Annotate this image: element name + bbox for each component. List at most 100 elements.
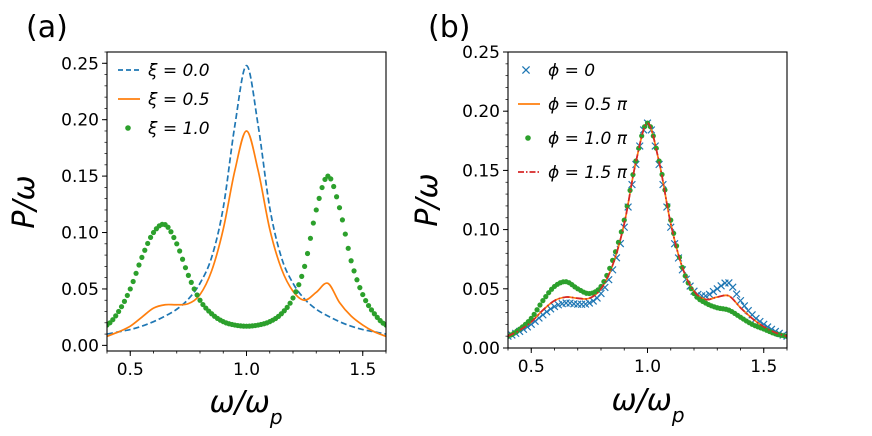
a-xtick-label-0: 0.5 [117,360,144,380]
b-series-0-point-59 [732,290,741,298]
a-series-2-point-73 [316,195,322,201]
b-series-0-point-54 [713,284,722,293]
a-series-2-point-15 [147,234,154,240]
a-legend-label-1: ξ = 0.5 [147,90,210,110]
a-series-2-point-9 [130,278,136,285]
a-series-2-point-33 [200,301,206,308]
b-ytick-label-5: 0.25 [462,43,500,63]
b-xtick-label-2: 1.5 [750,357,777,377]
a-series-2-point-23 [171,234,177,241]
a-series-2-point-79 [333,194,340,200]
a-series-2-point-92 [371,311,377,317]
a-ytick-label-3: 0.15 [61,167,99,187]
a-series-2-point-90 [365,302,372,309]
b-series-2-point-33 [601,278,607,285]
a-series-2-point-27 [182,265,189,271]
a-series-2-point-24 [174,241,180,247]
a-ytick-label-4: 0.20 [61,111,99,131]
panel-b-ticks: 0.5 1.0 1.5 0.00 0.05 0.10 0.15 0.20 0.25 [462,43,788,377]
a-series-2-point-30 [191,286,197,292]
a-ytick-label-1: 0.05 [61,280,99,300]
b-series-0-point-12 [550,302,559,311]
panel-a-legend: ξ = 0.0 ξ = 0.5 ξ = 1.0 [118,61,210,139]
a-series-2-dots [107,173,386,329]
b-series-0-point-55 [717,282,725,290]
a-series-2-point-32 [197,297,203,303]
a-series-2-point-2 [110,317,116,323]
a-series-2-point-69 [304,250,311,257]
a-series-2-point-64 [290,295,296,301]
a-series-2-point-89 [363,298,369,304]
b-series-2-point-10 [534,307,540,313]
b-legend-item-3: ϕ = 1.5 π [518,163,628,183]
a-series-2-point-31 [194,292,200,298]
b-series-0-point-52 [705,290,714,299]
b-ytick-label-4: 0.20 [462,102,500,122]
a-series-2-point-61 [281,308,287,314]
a-series-1-line [107,130,386,338]
b-series-2-point-61 [682,273,688,279]
a-series-2-point-81 [339,217,346,223]
b-series-0-point-11 [546,305,555,313]
b-ytick-label-1: 0.05 [462,280,500,300]
a-series-2-point-6 [121,298,128,304]
a-series-2-point-26 [179,256,186,262]
b-xlabel-sub: p [671,403,685,427]
panel-a-xlabel: ω/ωp [209,385,282,429]
panel-a-plot-area [107,64,386,338]
b-series-2-point-39 [618,229,624,235]
b-legend-marker-2 [525,135,531,141]
a-legend-marker-2 [125,125,131,131]
a-series-2-point-70 [307,235,314,241]
b-series-3-line [508,122,787,337]
a-series-2-point-29 [188,279,194,285]
b-xtick-label-1: 1.0 [634,357,661,377]
a-series-2-point-78 [331,183,337,190]
b-xtick-label-0: 0.5 [518,357,545,377]
a-series-2-point-62 [284,304,290,310]
a-legend-label-0: ξ = 0.0 [147,61,210,81]
a-series-2-point-87 [357,285,363,291]
a-series-2-point-88 [360,291,366,298]
b-series-2-point-31 [595,287,601,293]
a-series-2-point-86 [354,277,360,283]
panel-b: (b) 0.5 1.0 1.5 0.00 0.05 0.10 0.15 0.20 0.25 P/… [410,10,788,427]
a-xtick-label-2: 1.5 [349,360,376,380]
a-series-2-point-83 [345,245,351,251]
a-series-2-point-13 [142,247,148,253]
b-legend-item-1: ϕ = 0.5 π [518,95,628,115]
a-ytick-label-2: 0.10 [61,224,99,244]
b-legend-marker-0 [521,65,531,75]
a-series-2-point-65 [293,289,299,295]
a-series-2-point-84 [348,258,354,264]
a-legend-item-2: ξ = 1.0 [125,119,210,139]
panel-b-xlabel: ω/ωp [611,383,684,427]
a-series-2-point-28 [185,272,191,278]
a-xlabel-sub: p [269,405,283,429]
b-legend-label-1: ϕ = 0.5 π [548,95,628,115]
a-series-2-point-14 [145,240,151,247]
a-series-2-point-25 [177,248,183,254]
b-series-2-point-63 [688,286,694,292]
a-series-2-point-82 [342,231,348,237]
a-series-2-point-10 [133,270,139,276]
b-series-2-point-9 [531,311,537,317]
a-series-2-point-12 [139,254,145,260]
b-series-0-point-21 [585,299,594,307]
b-series-2-point-12 [540,298,546,304]
a-series-2-point-85 [351,268,357,274]
a-series-2-point-4 [116,308,122,315]
b-series-2-point-52 [656,158,662,164]
b-legend-label-3: ϕ = 1.5 π [548,163,628,183]
a-series-2-point-21 [165,224,171,230]
a-series-2-point-91 [368,307,375,313]
b-series-2-point-13 [543,294,549,300]
a-legend-label-2: ξ = 1.0 [147,119,210,139]
a-series-2-point-66 [296,282,302,288]
a-xlabel-main: ω/ω [209,385,269,420]
a-series-2-point-68 [302,263,308,269]
a-series-2-point-22 [168,229,174,235]
a-series-2-point-74 [319,184,325,191]
a-series-2-point-3 [113,313,119,319]
panel-a: (a) 0.5 1.0 1.5 0.00 0.05 0.10 0.15 0.20 0.25 P/… [7,10,387,429]
